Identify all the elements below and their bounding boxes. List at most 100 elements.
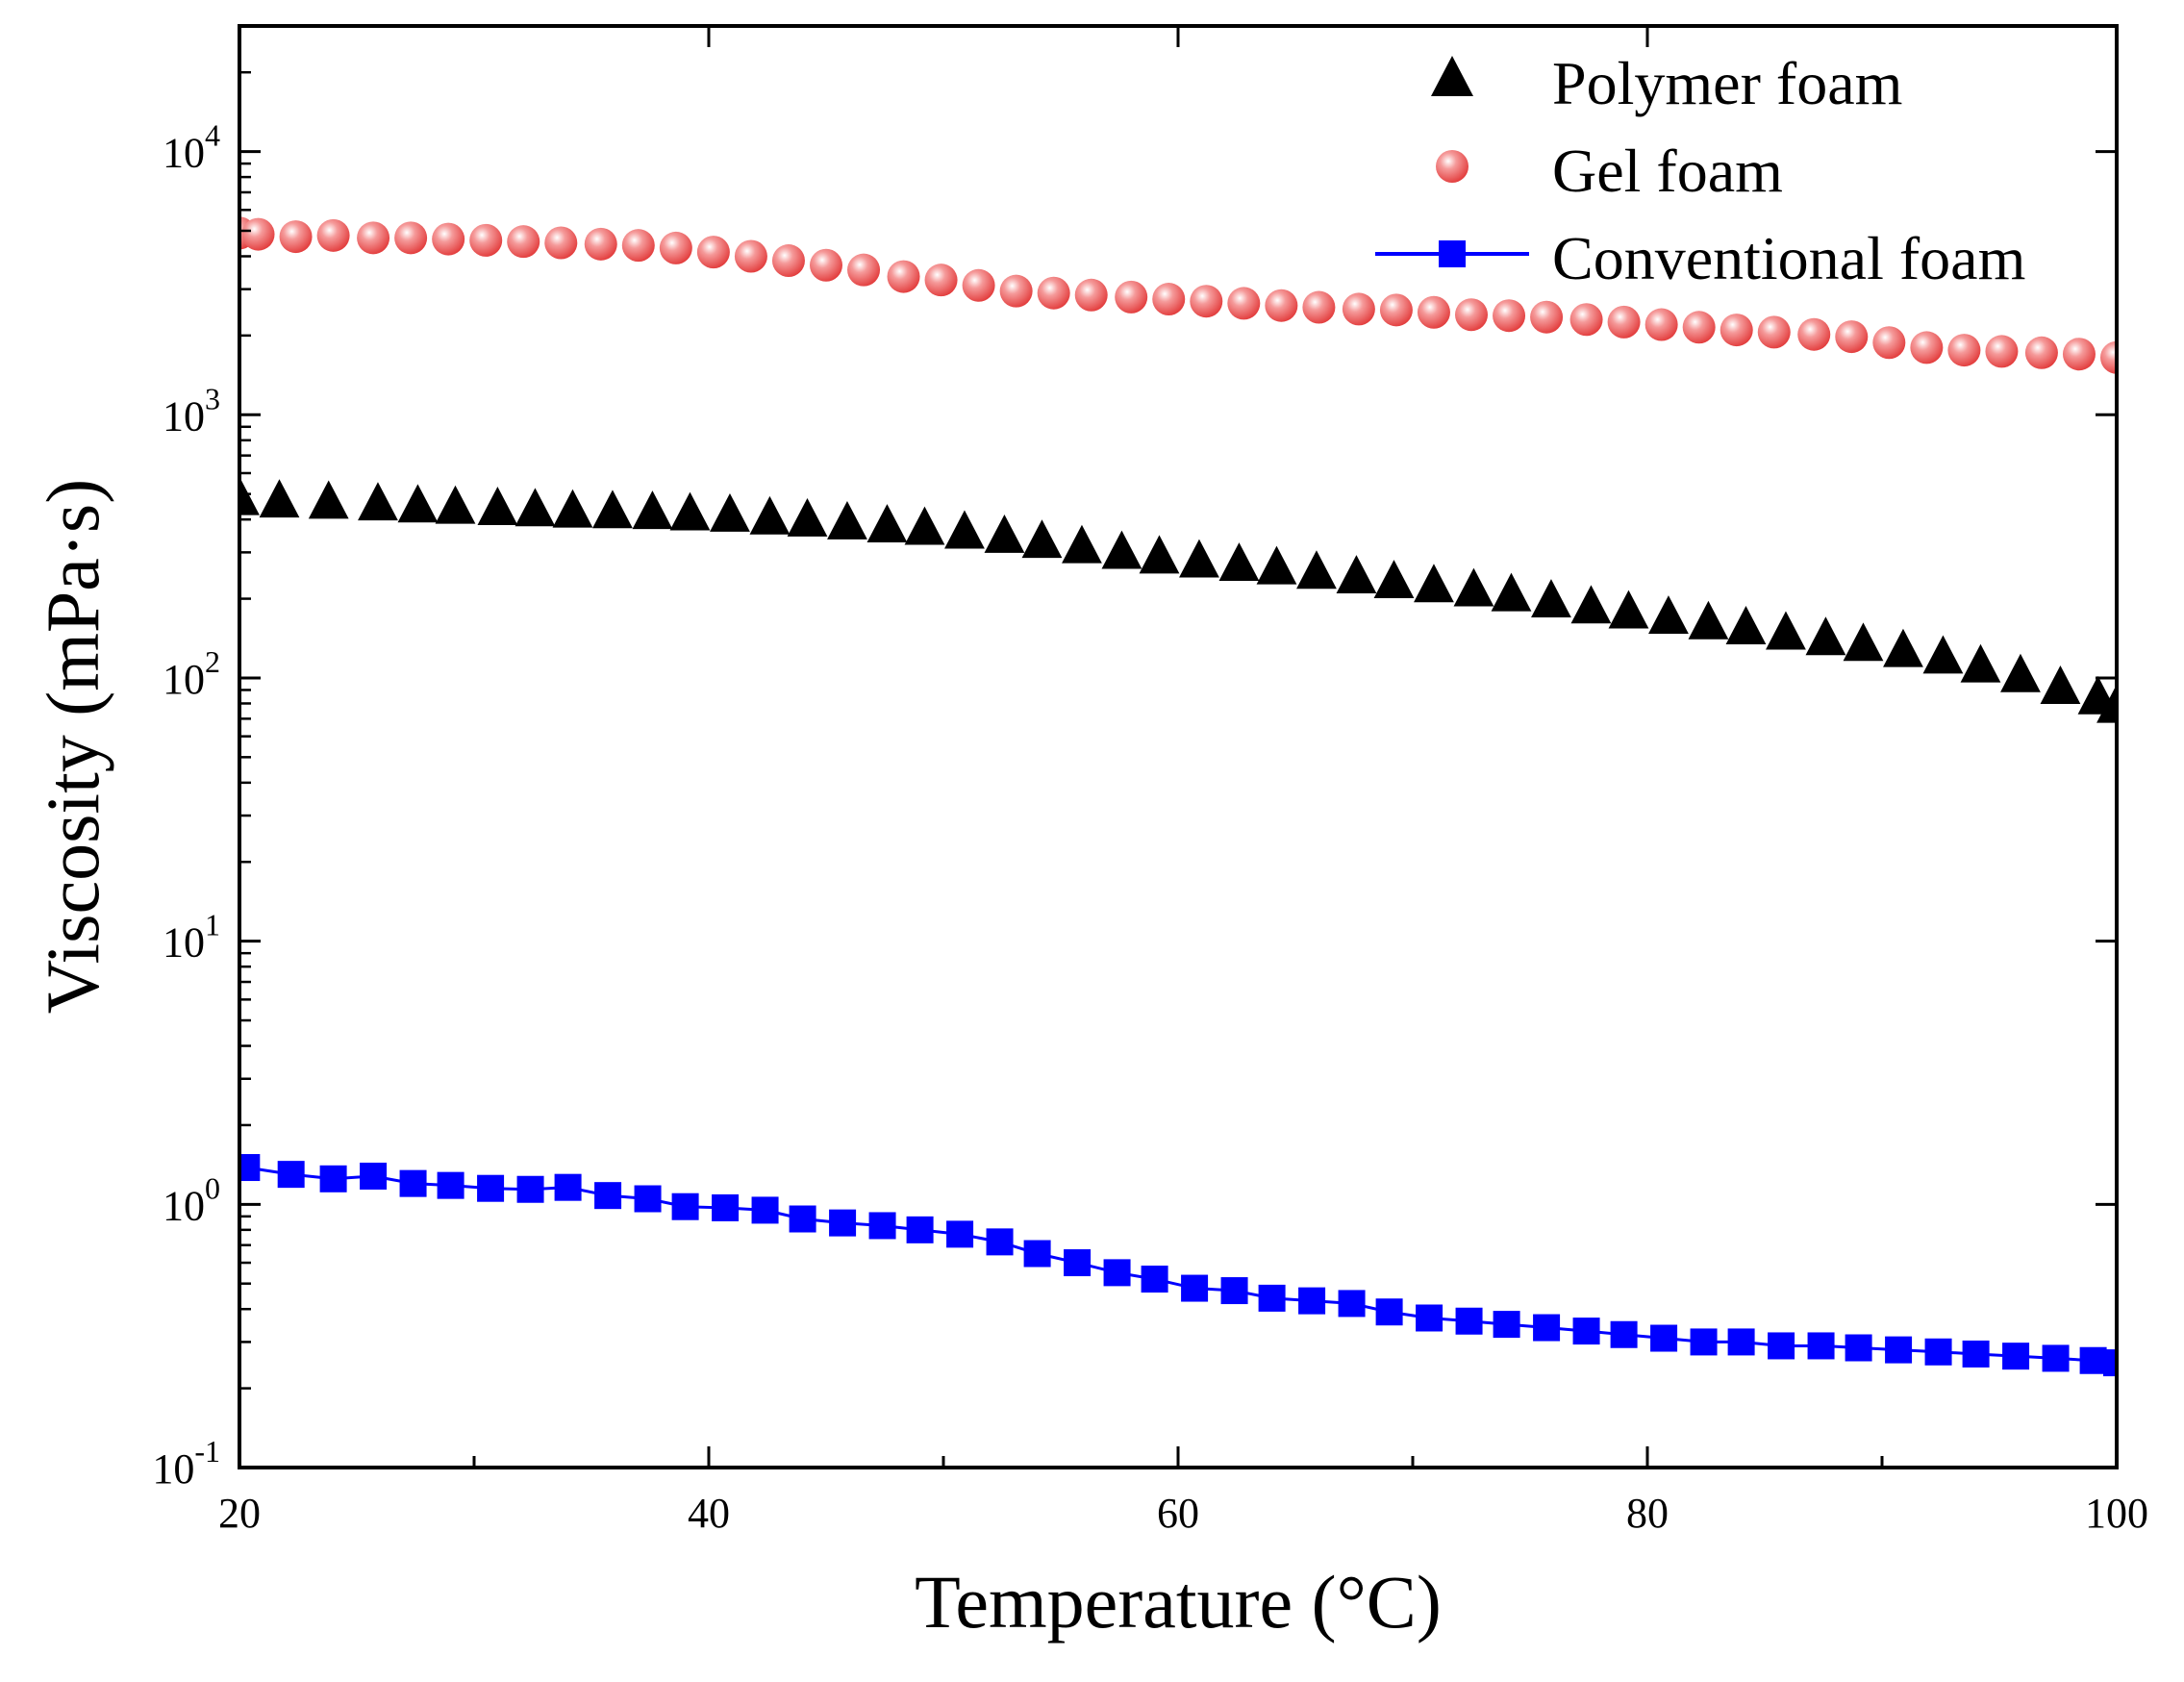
x-tick-label: 100 — [2085, 1490, 2148, 1537]
series-layer — [239, 216, 2117, 1377]
gel-foam-point — [1757, 315, 1791, 349]
polymer-foam-point — [308, 480, 349, 519]
x-axis-ticks: 20 40 60 80 100 — [218, 26, 2148, 1537]
polymer-foam-point — [1414, 564, 1454, 603]
polymer-foam-point — [1256, 545, 1297, 585]
conventional-foam-point — [671, 1192, 699, 1220]
polymer-foam-point — [2040, 665, 2081, 704]
x-tick-label: 60 — [1157, 1490, 1199, 1537]
polymer-foam-point — [669, 491, 711, 531]
polymer-foam-point — [749, 495, 791, 535]
gel-foam-point — [2062, 338, 2096, 371]
conventional-foam-point — [1298, 1287, 1326, 1315]
conventional-foam-point — [239, 1154, 261, 1182]
gel-foam-point — [469, 223, 503, 257]
y-tick-label: 101 — [163, 908, 220, 967]
conventional-foam-point — [2079, 1346, 2107, 1374]
y-axis-title: Viscosity (mPa·s) — [31, 479, 114, 1014]
gel-foam-point — [394, 221, 428, 255]
conventional-foam-point — [1962, 1340, 1990, 1368]
y-tick-label: 100 — [163, 1170, 220, 1229]
legend-item-polymer-foam: Polymer foam — [1431, 49, 1902, 117]
gel-foam-point — [1530, 300, 1564, 334]
conventional-foam-point — [1727, 1328, 1755, 1356]
polymer-foam-point — [1648, 595, 1689, 634]
y-tick-label: 10-1 — [152, 1434, 220, 1493]
gel-foam-point — [279, 220, 313, 254]
polymer-foam-point — [1218, 542, 1260, 581]
polymer-foam-point — [710, 492, 750, 532]
conventional-foam-point — [277, 1161, 305, 1189]
polymer-foam-point — [1491, 572, 1532, 612]
polymer-foam-point — [1296, 550, 1337, 590]
legend-marker — [1431, 56, 1473, 96]
legend-label: Conventional foam — [1552, 224, 2025, 292]
y-tick-label: 102 — [163, 644, 220, 703]
gel-foam-point — [1037, 276, 1070, 310]
conventional-foam-point — [1375, 1298, 1403, 1326]
polymer-foam-point — [1139, 535, 1180, 574]
conventional-foam-point — [1064, 1249, 1092, 1277]
gel-foam-point — [432, 222, 465, 256]
conventional-foam-point — [1690, 1328, 1718, 1356]
conventional-foam-point — [1141, 1266, 1168, 1293]
x-tick-label: 40 — [688, 1490, 730, 1537]
conventional-foam-point — [1572, 1318, 1600, 1345]
conventional-foam-point — [1103, 1259, 1131, 1287]
legend-item-conventional-foam: Conventional foam — [1375, 224, 2025, 292]
gel-foam-series — [239, 216, 2117, 374]
gel-foam-point — [507, 225, 540, 259]
conventional-foam-point — [1768, 1332, 1795, 1360]
polymer-foam-point — [1725, 606, 1767, 644]
polymer-foam-point — [2096, 684, 2117, 723]
gel-foam-point — [1569, 303, 1603, 337]
conventional-foam-point — [1220, 1277, 1248, 1305]
conventional-foam-point — [2002, 1343, 2030, 1370]
gel-foam-point — [810, 248, 842, 282]
gel-foam-point — [241, 217, 275, 251]
polymer-foam-series — [239, 476, 2117, 723]
y-tick-label: 104 — [163, 118, 220, 177]
gel-foam-point — [316, 218, 350, 252]
polymer-foam-point — [1766, 611, 1806, 650]
gel-foam-point — [1190, 285, 1223, 318]
gel-foam-point — [1947, 334, 1981, 367]
gel-foam-point — [2100, 340, 2117, 374]
polymer-foam-point — [904, 506, 945, 545]
polymer-foam-point — [1179, 539, 1219, 578]
gel-foam-point — [847, 253, 881, 287]
conventional-foam-point — [1533, 1314, 1561, 1342]
gel-foam-point — [1872, 326, 1906, 360]
x-tick-label: 20 — [218, 1490, 261, 1537]
conventional-foam-point — [2042, 1344, 2070, 1372]
polymer-foam-point — [1373, 560, 1415, 599]
gel-foam-point — [1607, 305, 1641, 339]
conventional-foam-point — [2103, 1349, 2117, 1377]
conventional-foam-point — [594, 1182, 622, 1210]
polymer-foam-point — [1336, 555, 1377, 594]
polymer-foam-point — [632, 490, 673, 530]
gel-foam-point — [1682, 311, 1716, 344]
gel-foam-point — [357, 221, 390, 255]
polymer-foam-point — [477, 487, 518, 525]
polymer-foam-point — [984, 514, 1025, 553]
legend-item-gel-foam: Gel foam — [1436, 137, 1783, 205]
gel-foam-point — [2024, 336, 2058, 369]
polymer-foam-point — [1960, 643, 2001, 683]
polymer-foam-point — [397, 484, 439, 523]
conventional-foam-point — [554, 1173, 582, 1201]
polymer-foam-point — [944, 510, 985, 549]
gel-foam-point — [734, 239, 767, 273]
conventional-foam-point — [516, 1175, 544, 1203]
gel-foam-point — [1342, 292, 1375, 326]
conventional-foam-point — [906, 1216, 934, 1243]
gel-foam-point — [1720, 314, 1753, 347]
gel-foam-point — [1493, 299, 1526, 333]
polymer-foam-point — [1843, 622, 1884, 662]
gel-foam-point — [924, 264, 958, 297]
gel-foam-point — [696, 236, 730, 269]
gel-foam-point — [584, 227, 617, 261]
x-axis-title: Temperature (°C) — [915, 1560, 1442, 1644]
conventional-foam-point — [1650, 1324, 1678, 1352]
conventional-foam-point — [1181, 1274, 1209, 1302]
